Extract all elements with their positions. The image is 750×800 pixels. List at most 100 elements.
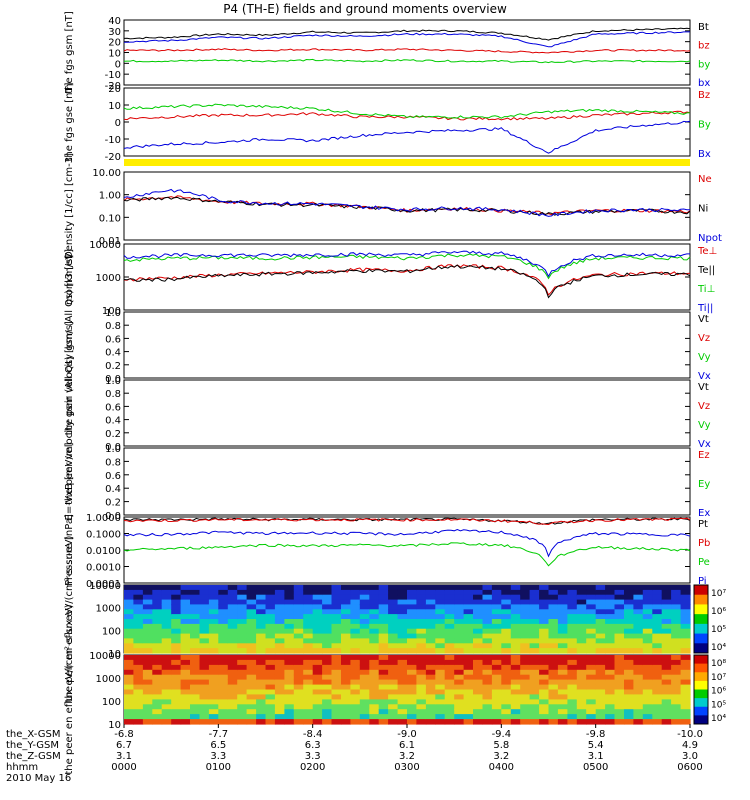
heatmap-cell xyxy=(359,714,370,720)
heatmap-cell xyxy=(293,628,304,635)
heatmap-cell xyxy=(510,709,521,715)
heatmap-cell xyxy=(190,604,200,610)
heatmap-cell xyxy=(642,623,653,630)
heatmap-cell xyxy=(331,699,342,705)
heatmap-cell xyxy=(293,643,304,649)
heatmap-cell xyxy=(331,659,342,666)
panel-ylabel: E=-VxB [mV/m] xyxy=(64,442,75,520)
heatmap-cell xyxy=(473,623,483,630)
heatmap-cell xyxy=(246,709,257,715)
heatmap-cell xyxy=(576,699,587,705)
heatmap-cell xyxy=(256,604,267,610)
heatmap-cell xyxy=(171,684,182,691)
heatmap-cell xyxy=(473,633,483,640)
heatmap-cell xyxy=(199,714,210,720)
heatmap-cell xyxy=(520,604,531,610)
colorbar-segment xyxy=(694,680,708,690)
heatmap-cell xyxy=(548,714,559,720)
xaxis-tick-label: 6.7 xyxy=(116,740,132,751)
y-tick-label: 1000 xyxy=(96,674,121,685)
heatmap-cell xyxy=(133,719,144,725)
heatmap-cell xyxy=(539,655,550,661)
heatmap-cell xyxy=(624,655,634,661)
heatmap-cell xyxy=(152,664,163,671)
heatmap-cell xyxy=(614,638,625,644)
heatmap-cell xyxy=(341,669,351,676)
heatmap-cell xyxy=(303,659,314,666)
heatmap-cell xyxy=(171,669,182,676)
heatmap-cell xyxy=(152,619,163,625)
heatmap-cell xyxy=(548,689,559,695)
heatmap-cell xyxy=(633,674,644,681)
heatmap-cell xyxy=(520,585,531,591)
heatmap-cell xyxy=(435,648,446,654)
heatmap-cell xyxy=(407,585,417,591)
heatmap-cell xyxy=(557,699,568,705)
heatmap-cell xyxy=(199,619,210,625)
heatmap-cell xyxy=(614,643,625,649)
heatmap-cell xyxy=(397,604,408,610)
heatmap-cell xyxy=(199,638,210,644)
heatmap-cell xyxy=(586,694,597,700)
heatmap-cell xyxy=(652,674,663,681)
heatmap-cell xyxy=(293,614,304,620)
series-line xyxy=(123,253,691,280)
heatmap-cell xyxy=(491,669,502,676)
heatmap-cell xyxy=(388,604,399,610)
heatmap-cell xyxy=(605,623,616,630)
heatmap-cell xyxy=(473,694,483,700)
xaxis-tick-label: 3.3 xyxy=(210,751,226,762)
heatmap-cell xyxy=(341,659,351,666)
heatmap-cell xyxy=(444,599,455,606)
heatmap-cell xyxy=(567,619,578,625)
heatmap-cell xyxy=(680,689,691,695)
heatmap-cell xyxy=(482,679,493,686)
heatmap-cell xyxy=(595,689,606,695)
heatmap-cell xyxy=(284,614,295,620)
heatmap-cell xyxy=(208,669,219,676)
heatmap-cell xyxy=(605,638,616,644)
heatmap-cell xyxy=(548,619,559,625)
heatmap-cell xyxy=(614,655,625,661)
heatmap-cell xyxy=(133,694,144,700)
heatmap-cell xyxy=(482,585,493,591)
heatmap-cell xyxy=(124,689,134,695)
heatmap-cell xyxy=(557,623,568,630)
heatmap-cell xyxy=(586,633,597,640)
heatmap-cell xyxy=(180,694,191,700)
heatmap-cell xyxy=(190,674,200,681)
heatmap-cell xyxy=(190,699,200,705)
heatmap-cell xyxy=(322,633,333,640)
heatmap-cell xyxy=(133,648,144,654)
heatmap-cell xyxy=(491,585,502,591)
heatmap-cell xyxy=(227,648,238,654)
legend-entry: by xyxy=(698,59,710,70)
heatmap-cell xyxy=(595,714,606,720)
heatmap-cell xyxy=(586,679,597,686)
series-line xyxy=(123,264,691,296)
heatmap-cell xyxy=(312,648,323,654)
heatmap-cell xyxy=(369,689,380,695)
xaxis-tick-label: 3.2 xyxy=(399,751,415,762)
heatmap-cell xyxy=(180,638,191,644)
heatmap-cell xyxy=(341,633,351,640)
heatmap-cell xyxy=(256,709,267,715)
heatmap-cell xyxy=(397,679,408,686)
colorbar-tick-label: 10⁶ xyxy=(711,687,726,697)
heatmap-cell xyxy=(539,648,550,654)
heatmap-cell xyxy=(237,704,248,710)
heatmap-cell xyxy=(312,694,323,700)
colorbar-segment xyxy=(694,623,708,635)
heatmap-cell xyxy=(671,623,682,630)
heatmap-cell xyxy=(171,709,182,715)
heatmap-cell xyxy=(557,638,568,644)
heatmap-cell xyxy=(482,714,493,720)
y-tick-label: 0.4 xyxy=(105,348,121,359)
heatmap-cell xyxy=(416,619,427,625)
heatmap-cell xyxy=(482,659,493,666)
heatmap-cell xyxy=(454,694,465,700)
heatmap-cell xyxy=(274,684,285,691)
heatmap-cell xyxy=(142,643,153,649)
heatmap-cell xyxy=(614,594,625,601)
heatmap-cell xyxy=(274,623,285,630)
